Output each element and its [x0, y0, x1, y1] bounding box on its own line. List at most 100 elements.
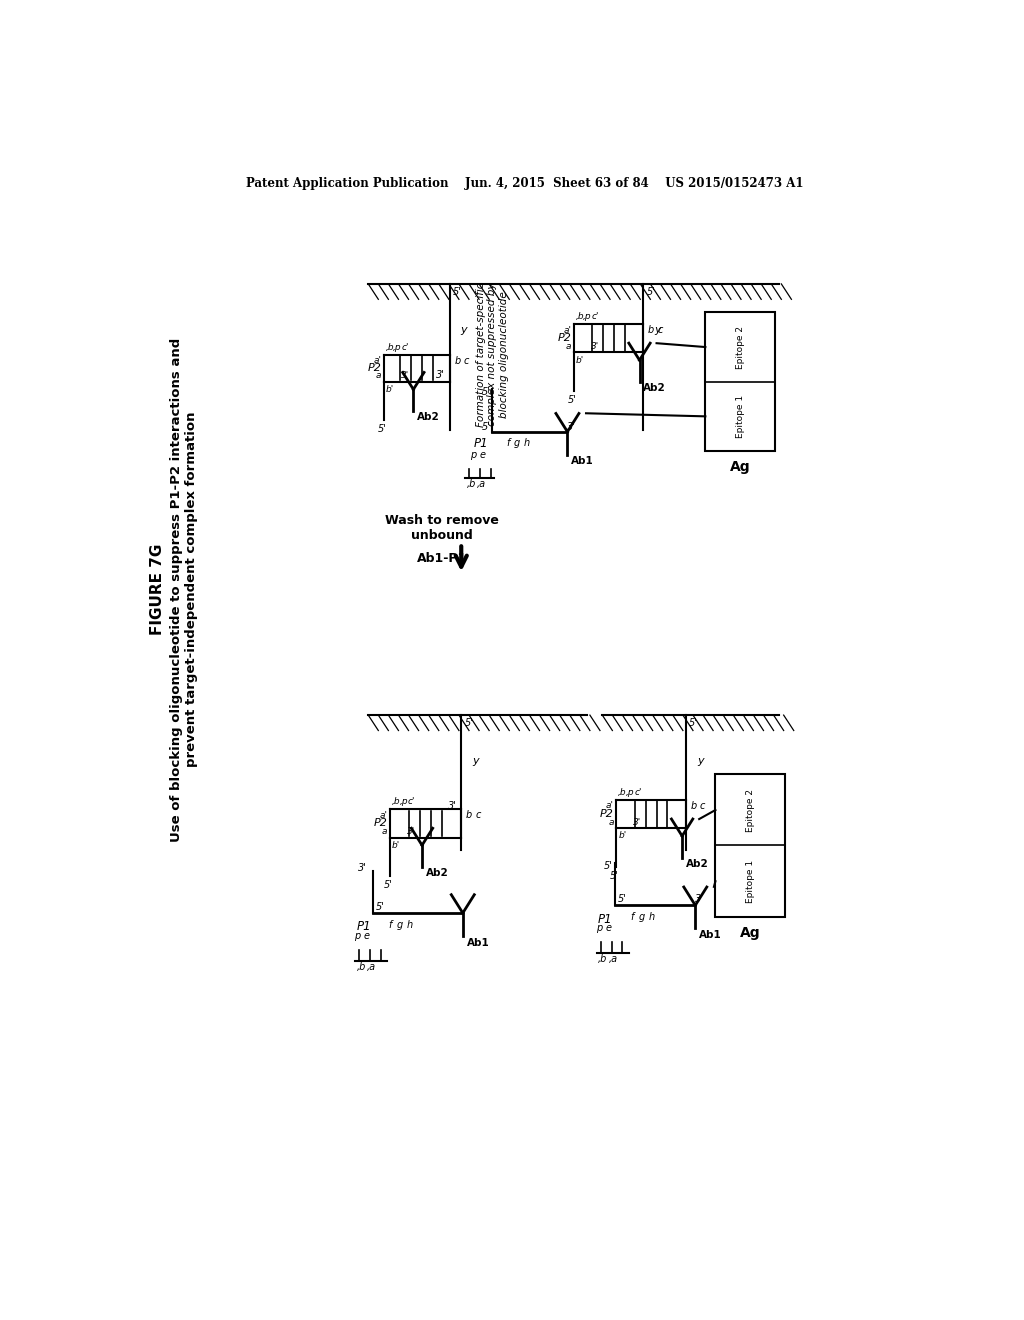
Bar	[706, 313, 775, 451]
Text: y: y	[654, 325, 660, 335]
Text: Patent Application Publication    Jun. 4, 2015  Sheet 63 of 84    US 2015/015247: Patent Application Publication Jun. 4, 2…	[246, 177, 804, 190]
Text: ,b: ,b	[467, 479, 476, 490]
Text: Ag: Ag	[740, 927, 761, 940]
Text: f: f	[630, 912, 634, 921]
Text: P2: P2	[557, 333, 571, 343]
Text: 3': 3'	[695, 894, 705, 904]
Text: a': a'	[563, 326, 571, 334]
Text: ,a: ,a	[608, 954, 617, 964]
Text: P1: P1	[474, 437, 488, 450]
Text: c: c	[475, 810, 480, 820]
Text: a: a	[608, 817, 614, 826]
Text: ,b: ,b	[598, 954, 608, 964]
Text: c: c	[700, 801, 706, 810]
Text: P2: P2	[600, 809, 614, 818]
Text: 3': 3'	[447, 801, 457, 810]
Text: 5': 5'	[610, 871, 620, 880]
Text: y: y	[461, 325, 467, 335]
Text: Ab1: Ab1	[571, 457, 594, 466]
Text: Formation of target-specific
complex not suppressed by
blocking oligonucleotide: Formation of target-specific complex not…	[476, 282, 509, 426]
Text: p: p	[354, 931, 360, 941]
Text: Wash to remove
unbound: Wash to remove unbound	[385, 513, 499, 543]
Text: Ab2: Ab2	[426, 869, 449, 878]
Text: 5': 5'	[617, 894, 627, 904]
Text: a: a	[376, 371, 381, 380]
Text: 5': 5'	[384, 880, 393, 890]
Text: P2: P2	[374, 818, 388, 828]
Text: Epitope 2: Epitope 2	[745, 788, 755, 832]
Text: e: e	[480, 450, 486, 459]
Text: h: h	[649, 912, 655, 921]
Text: 5': 5'	[482, 422, 490, 432]
Text: Ab1: Ab1	[467, 937, 489, 948]
Text: a': a'	[606, 801, 614, 810]
Text: P2: P2	[368, 363, 381, 374]
Text: b': b'	[618, 832, 627, 841]
Text: 5': 5'	[604, 861, 613, 871]
Text: P1: P1	[598, 912, 612, 925]
Text: ,b: ,b	[356, 962, 366, 972]
Text: c: c	[464, 356, 469, 366]
Text: a: a	[382, 826, 388, 836]
Text: ,b: ,b	[392, 797, 400, 807]
Text: Ab2: Ab2	[643, 383, 667, 393]
Text: ,b: ,b	[575, 312, 584, 321]
Text: c': c'	[408, 797, 416, 807]
Text: ,b: ,b	[386, 343, 394, 351]
Text: ,b: ,b	[618, 788, 627, 797]
Text: 5': 5'	[689, 718, 698, 729]
Text: 3': 3'	[400, 371, 409, 380]
Text: b': b'	[392, 841, 400, 850]
Text: Ag: Ag	[730, 461, 751, 474]
Text: f: f	[506, 438, 509, 449]
Text: y: y	[697, 756, 703, 767]
Text: 3': 3'	[407, 826, 416, 836]
Text: b: b	[648, 325, 654, 335]
Text: g: g	[397, 920, 403, 929]
Text: 3': 3'	[567, 422, 577, 432]
Text: 5': 5'	[646, 286, 655, 297]
Text: f: f	[388, 920, 391, 929]
Text: c': c'	[401, 343, 410, 351]
Text: Use of blocking oligonucleotide to suppress P1-P2 interactions and: Use of blocking oligonucleotide to suppr…	[170, 338, 182, 842]
Text: ,p: ,p	[393, 343, 402, 351]
Text: 3': 3'	[357, 863, 367, 874]
Bar	[716, 775, 785, 917]
Text: Ab2: Ab2	[417, 412, 440, 422]
Text: y: y	[472, 756, 479, 767]
Text: 5': 5'	[378, 424, 387, 434]
Text: P1: P1	[356, 920, 371, 933]
Text: p: p	[596, 924, 602, 933]
Text: a': a'	[374, 356, 381, 366]
Text: prevent target-independent complex formation: prevent target-independent complex forma…	[185, 412, 198, 767]
Text: Ab1-P1: Ab1-P1	[417, 552, 467, 565]
Text: 5': 5'	[453, 286, 462, 297]
Text: b': b'	[575, 355, 584, 364]
Text: FIGURE 7G: FIGURE 7G	[150, 544, 165, 635]
Text: b': b'	[386, 385, 394, 393]
Text: g: g	[514, 438, 520, 449]
Text: c': c'	[592, 312, 599, 321]
Text: Epitope 1: Epitope 1	[736, 395, 744, 438]
Text: c: c	[657, 325, 663, 335]
Text: b: b	[455, 356, 461, 366]
Text: h: h	[407, 920, 413, 929]
Text: ,p: ,p	[399, 797, 409, 807]
Text: g: g	[639, 912, 645, 921]
Text: ,a: ,a	[477, 479, 485, 490]
Text: e: e	[605, 924, 611, 933]
Text: e: e	[364, 931, 370, 941]
Text: a': a'	[380, 810, 388, 820]
Text: p: p	[470, 450, 477, 459]
Text: 5': 5'	[567, 395, 577, 405]
Text: 3': 3'	[633, 817, 642, 826]
Text: Ab1: Ab1	[699, 929, 722, 940]
Text: ,p: ,p	[584, 312, 592, 321]
Text: ,a: ,a	[367, 962, 376, 972]
Text: Epitope 1: Epitope 1	[745, 859, 755, 903]
Text: b: b	[690, 801, 697, 810]
Text: c': c'	[634, 788, 642, 797]
Text: 3': 3'	[591, 342, 599, 351]
Text: a: a	[566, 342, 571, 351]
Text: Epitope 2: Epitope 2	[736, 326, 744, 368]
